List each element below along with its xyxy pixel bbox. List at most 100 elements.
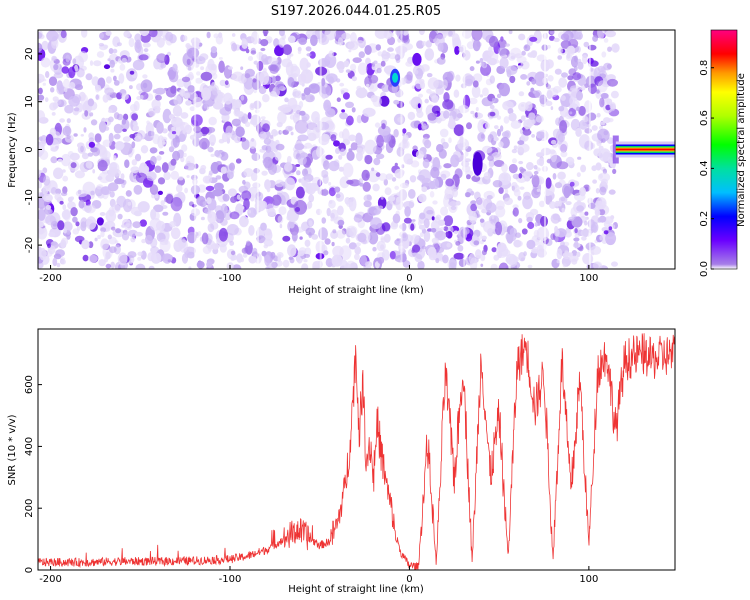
noise-blob xyxy=(278,37,286,48)
noise-blob xyxy=(563,185,571,199)
noise-blob xyxy=(418,193,427,203)
noise-blob xyxy=(482,87,489,97)
noise-blob xyxy=(411,219,416,222)
noise-blob xyxy=(330,134,337,142)
noise-blob xyxy=(481,208,488,214)
noise-blob xyxy=(99,212,106,216)
noise-blob xyxy=(427,77,439,90)
noise-blob xyxy=(504,101,509,106)
noise-blob xyxy=(159,238,168,246)
noise-blob xyxy=(187,66,192,71)
noise-blob xyxy=(549,30,555,35)
noise-blob xyxy=(550,149,558,163)
noise-blob xyxy=(258,85,267,95)
noise-blob xyxy=(342,92,350,100)
noise-blob xyxy=(299,57,309,71)
noise-blob xyxy=(575,127,582,137)
noise-blob xyxy=(496,128,502,137)
noise-blob xyxy=(263,138,272,145)
noise-blob xyxy=(131,141,136,149)
noise-blob xyxy=(611,261,618,267)
noise-blob xyxy=(531,134,535,138)
noise-blob xyxy=(443,215,454,227)
noise-blob xyxy=(606,98,613,105)
noise-blob xyxy=(520,134,529,142)
noise-blob xyxy=(418,224,426,230)
noise-blob xyxy=(291,231,298,242)
noise-blob xyxy=(468,97,478,105)
noise-blob xyxy=(532,90,536,94)
noise-blob xyxy=(80,221,87,232)
noise-blob xyxy=(110,261,115,269)
noise-blob xyxy=(143,48,149,53)
noise-blob xyxy=(89,60,94,66)
noise-blob xyxy=(325,73,338,83)
noise-blob xyxy=(219,243,227,253)
noise-blob xyxy=(435,214,442,221)
noise-blob xyxy=(422,40,427,47)
noise-blob xyxy=(148,265,155,269)
noise-blob xyxy=(355,242,361,247)
noise-blob xyxy=(582,116,589,123)
y-tick-label: 0 xyxy=(24,567,35,573)
noise-blob xyxy=(135,263,146,269)
noise-blob xyxy=(72,58,77,65)
noise-blob xyxy=(161,136,168,142)
noise-blob xyxy=(354,246,362,255)
noise-blob xyxy=(312,176,322,187)
noise-blob xyxy=(52,257,58,267)
noise-blob xyxy=(423,152,427,159)
noise-blob xyxy=(324,30,336,41)
noise-blob xyxy=(362,107,376,118)
noise-blob xyxy=(488,35,499,48)
noise-blob xyxy=(591,125,598,131)
noise-blob xyxy=(356,115,363,124)
y-tick-label: 0 xyxy=(24,146,35,152)
noise-blob xyxy=(138,54,149,61)
noise-blob xyxy=(239,215,249,228)
noise-blob xyxy=(608,189,616,195)
noise-blob xyxy=(234,99,242,109)
noise-blob xyxy=(45,71,50,78)
noise-blob xyxy=(455,200,461,206)
noise-blob xyxy=(181,144,188,152)
streak xyxy=(256,30,259,269)
noise-blob xyxy=(494,125,499,130)
noise-blob xyxy=(334,30,347,43)
noise-blob xyxy=(350,63,357,71)
noise-blob xyxy=(567,75,574,81)
noise-blob xyxy=(298,37,307,45)
noise-blob xyxy=(293,200,307,215)
noise-blob xyxy=(104,87,114,96)
noise-blob xyxy=(274,151,282,161)
noise-blob xyxy=(235,126,245,137)
noise-blob xyxy=(231,118,241,127)
noise-blob xyxy=(103,64,111,70)
noise-blob xyxy=(269,64,279,74)
noise-blob xyxy=(412,244,421,253)
noise-blob xyxy=(75,189,88,198)
noise-blob xyxy=(489,104,495,110)
noise-blob xyxy=(592,35,598,42)
noise-blob xyxy=(277,215,284,224)
noise-blob xyxy=(73,107,80,112)
colorbar-tick-label: 0.8 xyxy=(699,60,710,76)
noise-blob xyxy=(132,125,139,132)
noise-blob xyxy=(297,155,307,166)
noise-blob xyxy=(38,110,46,123)
noise-blob xyxy=(432,178,440,190)
noise-blob xyxy=(162,211,169,216)
noise-blob xyxy=(299,110,306,116)
noise-blob xyxy=(229,240,235,246)
noise-blob xyxy=(140,95,144,100)
noise-blob xyxy=(275,81,285,90)
noise-blob xyxy=(308,83,321,94)
noise-blob xyxy=(483,172,491,180)
noise-blob xyxy=(436,118,442,124)
spectrogram-x-ticks: -200 -100 0 100 xyxy=(39,265,598,284)
noise-blob xyxy=(124,159,130,168)
noise-blob xyxy=(569,181,575,187)
noise-blob xyxy=(113,123,123,134)
noise-blob xyxy=(520,74,528,80)
noise-blob xyxy=(598,148,611,162)
